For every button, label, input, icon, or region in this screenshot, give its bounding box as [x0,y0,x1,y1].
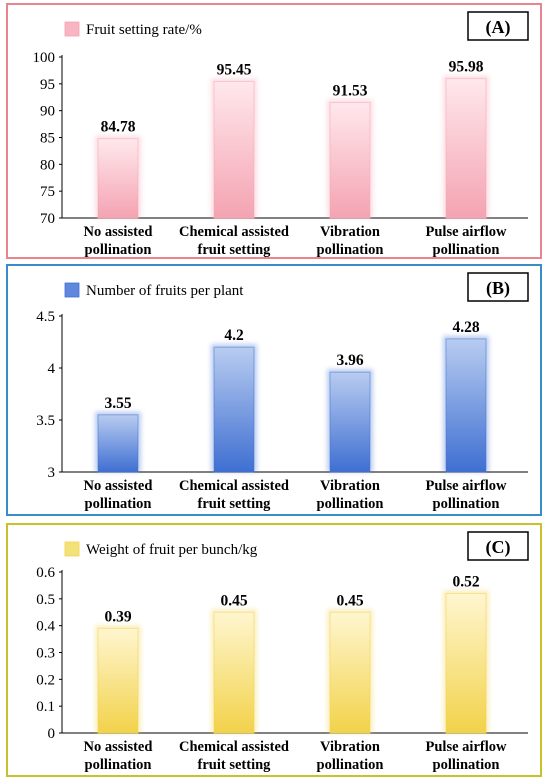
y-tick-label: 3.5 [36,413,55,429]
x-tick-label: fruit setting [198,242,272,257]
x-tick-label: pollination [317,496,384,512]
x-tick-label: pollination [85,757,152,773]
chart-a: 70 75 80 85 90 95 100 84.78 No assisted pollinati… [33,11,529,257]
x-tick-label: pollination [433,496,500,512]
chart-panel-c: 0 0.1 0.2 0.3 0.4 0.5 0.6 0.39 No assisted pollin… [6,523,542,777]
bar-a-0 [97,138,139,219]
data-label-b-3: 4.28 [452,319,479,336]
y-tick-label: 0.3 [36,646,55,662]
bar-b-3 [445,338,487,473]
x-tick-label: pollination [433,757,500,773]
data-label-a-3: 95.98 [449,59,484,76]
data-label-c-0: 0.39 [104,608,131,625]
data-label-b-2: 3.96 [336,352,363,369]
bar-b-1 [213,346,255,473]
panel-label-text: (C) [486,537,511,558]
x-tick-label: Pulse airflow [426,224,507,240]
y-tick-label: 75 [40,184,55,200]
bar-c-3 [445,592,487,734]
panel-label-text: (B) [486,278,510,299]
chart-panel-b: 3 3.5 4 4.5 3.55 No assisted pollination 4.2 Che… [6,264,542,516]
x-tick-label: Vibration [320,224,380,240]
bar-a-1 [213,80,255,219]
x-tick-label: pollination [85,496,152,512]
y-tick-label: 0.6 [36,565,55,581]
legend: Fruit setting rate/% [64,21,202,38]
x-tick-label: pollination [433,242,500,257]
chart-b: 3 3.5 4 4.5 3.55 No assisted pollination 4.2 Che… [36,272,529,512]
legend-label: Weight of fruit per bunch/kg [86,542,258,558]
y-tick-label: 3 [48,465,56,481]
y-tick-label: 90 [40,104,55,120]
x-tick-label: Chemical assisted [179,478,289,494]
y-tick-label: 70 [40,211,55,227]
bar-c-2 [329,611,371,734]
legend: Weight of fruit per bunch/kg [64,541,258,558]
x-tick-label: Vibration [320,478,380,494]
data-label-c-3: 0.52 [452,573,479,590]
y-tick-label: 4.5 [36,309,55,325]
panel-label: (C) [467,531,529,561]
panel-label: (A) [467,11,529,41]
x-tick-label: pollination [317,757,384,773]
legend: Number of fruits per plant [64,282,244,299]
x-tick-label: Chemical assisted [179,224,289,240]
x-tick-label: fruit setting [198,757,272,773]
panel-label: (B) [467,272,529,302]
y-tick-label: 95 [40,77,55,93]
x-tick-label: pollination [85,242,152,257]
data-label-c-2: 0.45 [336,592,363,609]
bar-c-1 [213,611,255,734]
bar-c-0 [97,627,139,734]
x-tick-label: No assisted [84,224,153,240]
bar-a-2 [329,101,371,219]
y-tick-label: 100 [33,50,56,66]
data-label-a-0: 84.78 [101,119,136,136]
x-tick-label: Vibration [320,739,380,755]
y-tick-label: 80 [40,157,55,173]
data-label-a-1: 95.45 [217,61,252,78]
legend-swatch [64,541,80,557]
x-tick-label: Chemical assisted [179,739,289,755]
y-tick-label: 0.1 [36,699,55,715]
x-tick-label: No assisted [84,739,153,755]
chart-c: 0 0.1 0.2 0.3 0.4 0.5 0.6 0.39 No assisted pollin… [36,531,529,773]
x-tick-label: Pulse airflow [426,739,507,755]
y-tick-label: 0.4 [36,619,55,635]
y-tick-label: 0.2 [36,672,55,688]
y-tick-label: 0 [48,726,56,742]
bar-b-2 [329,371,371,473]
data-label-b-1: 4.2 [224,327,244,344]
data-label-b-0: 3.55 [104,395,131,412]
chart-panel-a: 70 75 80 85 90 95 100 84.78 No assisted pollinati… [6,3,542,259]
x-tick-label: No assisted [84,478,153,494]
panel-label-text: (A) [486,17,511,38]
data-label-a-2: 91.53 [333,82,368,99]
x-tick-label: Pulse airflow [426,478,507,494]
x-tick-label: pollination [317,242,384,257]
y-tick-label: 0.5 [36,592,55,608]
legend-swatch [64,282,80,298]
data-label-c-1: 0.45 [220,592,247,609]
x-tick-label: fruit setting [198,496,272,512]
legend-label: Fruit setting rate/% [86,22,202,38]
bar-b-0 [97,414,139,473]
bar-a-3 [445,78,487,219]
y-tick-label: 4 [48,361,56,377]
y-tick-label: 85 [40,131,55,147]
legend-swatch [64,21,80,37]
legend-label: Number of fruits per plant [86,283,244,299]
